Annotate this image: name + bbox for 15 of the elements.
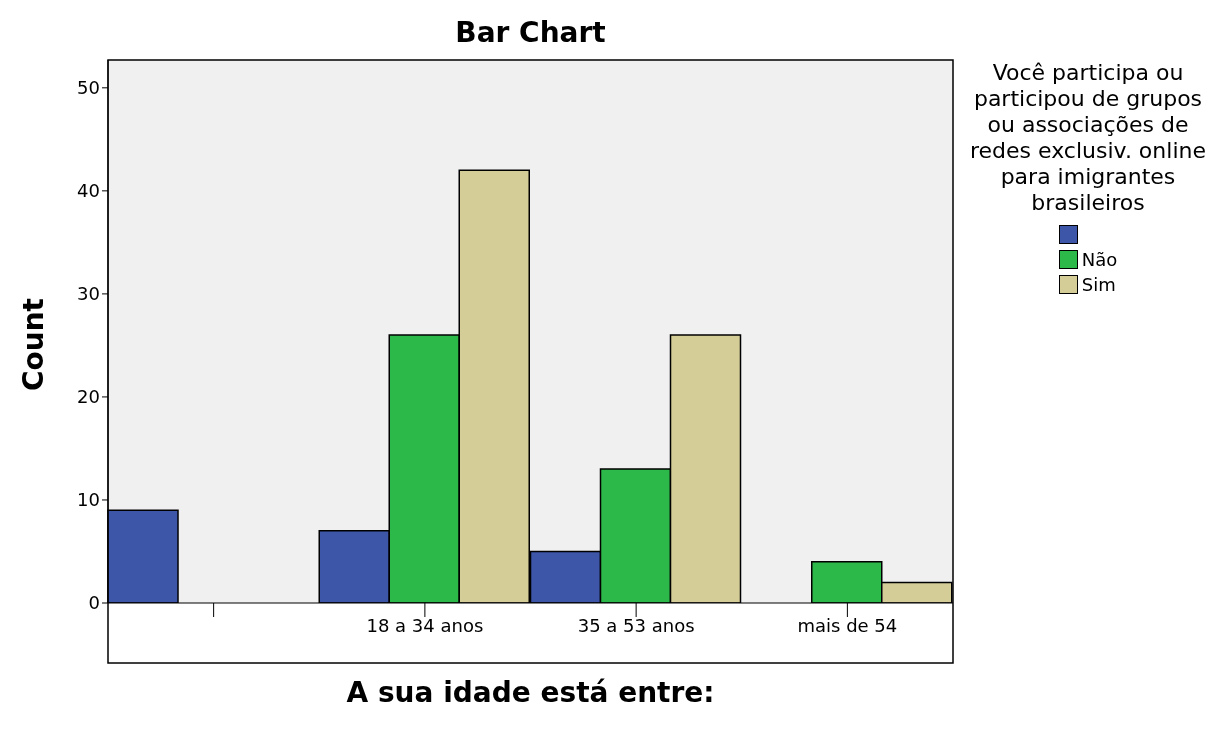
x-axis-title: A sua idade está entre: (345, 676, 716, 709)
x-tick-label: mais de 54 (797, 614, 898, 636)
y-tick-label: 10 (77, 489, 100, 511)
y-tick-label: 40 (77, 180, 100, 202)
chart-title: Bar Chart (454, 16, 607, 49)
y-axis-title: Count (16, 297, 50, 394)
y-tick-label: 0 (88, 592, 100, 614)
y-tick-label: 20 (77, 386, 100, 408)
legend-label: Não (1081, 247, 1118, 272)
x-tick-label: 18 a 34 anos (366, 614, 484, 636)
y-tick-label: 50 (77, 77, 100, 99)
legend-label: Sim (1081, 272, 1116, 297)
legend-title: Você participa ou participou de grupos ou associações de redes exclusiv. online para imigrantes brasileiros (969, 60, 1207, 216)
x-tick-label: 35 a 53 anos (577, 614, 695, 636)
y-tick-label: 30 (77, 283, 100, 305)
